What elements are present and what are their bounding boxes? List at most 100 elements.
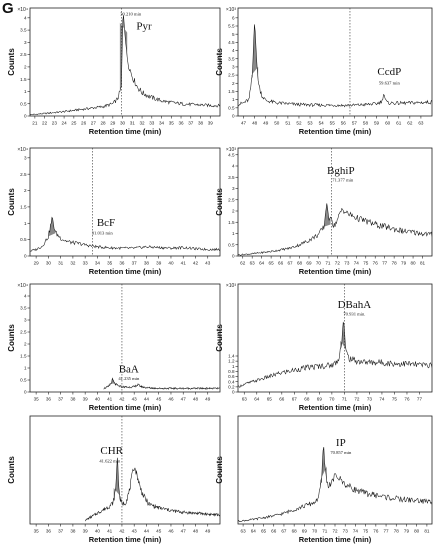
- x-tick-label: 43: [205, 261, 211, 266]
- x-tick-label: 81: [420, 261, 426, 266]
- x-tick-label: 66: [278, 261, 284, 266]
- x-tick-label: 67: [292, 397, 298, 402]
- x-tick-label: 36: [46, 397, 52, 402]
- x-tick-label: 38: [70, 397, 76, 402]
- x-tick-label: 71: [325, 261, 331, 266]
- y-axis-label: Counts: [7, 456, 16, 484]
- x-tick-label: 36: [46, 529, 52, 534]
- x-tick-label: 74: [354, 261, 360, 266]
- x-tick-label: 77: [383, 529, 389, 534]
- plot-area: [238, 447, 432, 522]
- y-exponent: ×10⁴: [17, 283, 28, 289]
- x-tick-label: 23: [52, 121, 58, 126]
- x-tick-label: 70: [316, 261, 322, 266]
- y-exponent: ×10³: [226, 7, 236, 13]
- x-tick-label: 40: [95, 529, 101, 534]
- x-tick-label: 48: [193, 529, 199, 534]
- x-tick-label: 75: [363, 529, 369, 534]
- x-tick-label: 78: [394, 529, 400, 534]
- x-tick-label: 29: [110, 121, 116, 126]
- x-tick-label: 76: [373, 261, 379, 266]
- retention-time-label: 41.622 min: [99, 458, 121, 463]
- x-tick-label: 42: [119, 397, 125, 402]
- plot-frame: [29, 147, 221, 257]
- x-tick-label: 36: [178, 121, 184, 126]
- x-tick-label: 66: [279, 397, 285, 402]
- y-tick-label: 0.5: [20, 378, 27, 383]
- plot-area: [85, 457, 220, 522]
- y-tick-label: 0.5: [228, 242, 235, 247]
- x-tick-label: 65: [269, 261, 275, 266]
- y-tick-label: 4: [232, 48, 235, 53]
- plot-frame: [29, 7, 221, 117]
- x-tick-label: 38: [144, 261, 150, 266]
- x-tick-label: 41: [107, 397, 113, 402]
- x-tick-label: 37: [132, 261, 138, 266]
- plot-area: [103, 377, 220, 391]
- x-tick-label: 64: [259, 261, 265, 266]
- chromatogram-trace: [30, 216, 220, 252]
- x-tick-label: 63: [242, 397, 248, 402]
- y-tick-label: 3: [232, 186, 235, 191]
- y-tick-label: 5.5: [228, 24, 235, 29]
- x-tick-label: 46: [168, 397, 174, 402]
- x-tick-label: 51: [285, 121, 291, 126]
- y-tick-label: 0: [24, 390, 27, 395]
- x-tick-label: 70: [329, 397, 335, 402]
- chromatogram-trace: [238, 24, 432, 108]
- x-tick-label: 63: [418, 121, 424, 126]
- x-tick-label: 26: [81, 121, 87, 126]
- y-tick-label: 1.4: [228, 354, 235, 359]
- x-tick-label: 43: [132, 397, 138, 402]
- x-tick-label: 37: [188, 121, 194, 126]
- x-tick-label: 65: [261, 529, 267, 534]
- x-tick-label: 76: [373, 529, 379, 534]
- x-tick-label: 54: [319, 121, 325, 126]
- x-tick-label: 35: [107, 261, 113, 266]
- x-tick-label: 80: [411, 261, 417, 266]
- y-tick-label: 4.5: [228, 152, 235, 157]
- plot-frame: [237, 147, 433, 257]
- x-tick-label: 31: [130, 121, 136, 126]
- y-tick-label: 0: [24, 254, 27, 259]
- y-tick-label: 1: [24, 366, 27, 371]
- x-tick-label: 53: [307, 121, 313, 126]
- x-tick-label: 45: [156, 529, 162, 534]
- retention-time-label: 70.857 min: [330, 450, 352, 455]
- chromatogram-trace: [238, 203, 432, 256]
- x-tick-label: 39: [156, 261, 162, 266]
- x-tick-label: 44: [144, 397, 150, 402]
- peak-area: [320, 447, 327, 489]
- x-tick-label: 56: [341, 121, 347, 126]
- x-axis-label: Retention time (min): [89, 127, 162, 136]
- x-tick-label: 39: [83, 529, 89, 534]
- x-tick-label: 69: [306, 261, 312, 266]
- plot-area: [30, 15, 220, 116]
- y-tick-label: 1: [232, 231, 235, 236]
- x-tick-label: 81: [424, 529, 430, 534]
- retention-time-label: 70.931 min.: [343, 311, 365, 316]
- x-axis-label: Retention time (min): [89, 535, 162, 544]
- x-tick-label: 24: [62, 121, 68, 126]
- x-tick-label: 47: [181, 397, 187, 402]
- y-tick-label: 2: [24, 188, 27, 193]
- y-axis-label: Counts: [215, 188, 224, 216]
- retention-time-label: 30.210 min: [120, 12, 142, 17]
- x-tick-label: 67: [287, 261, 293, 266]
- y-tick-label: 3.5: [20, 306, 27, 311]
- x-tick-label: 27: [91, 121, 97, 126]
- x-tick-label: 50: [274, 121, 280, 126]
- x-tick-label: 40: [168, 261, 174, 266]
- y-tick-label: 2.5: [228, 197, 235, 202]
- x-tick-label: 42: [119, 529, 125, 534]
- x-tick-label: 72: [354, 397, 360, 402]
- x-tick-label: 74: [379, 397, 385, 402]
- x-tick-label: 55: [330, 121, 336, 126]
- x-tick-label: 38: [198, 121, 204, 126]
- chromatogram-panel-bcf: 29 30 31 32 33 34 35 36 37 38 39 40 41 42 43 0 0.5 1 1.5 2 2…: [7, 147, 221, 276]
- compound-label: BghiP: [327, 165, 355, 177]
- y-tick-label: 0.6: [228, 374, 235, 379]
- y-tick-label: 3.5: [228, 175, 235, 180]
- y-tick-label: 2.5: [20, 172, 27, 177]
- y-tick-label: 4.5: [228, 40, 235, 45]
